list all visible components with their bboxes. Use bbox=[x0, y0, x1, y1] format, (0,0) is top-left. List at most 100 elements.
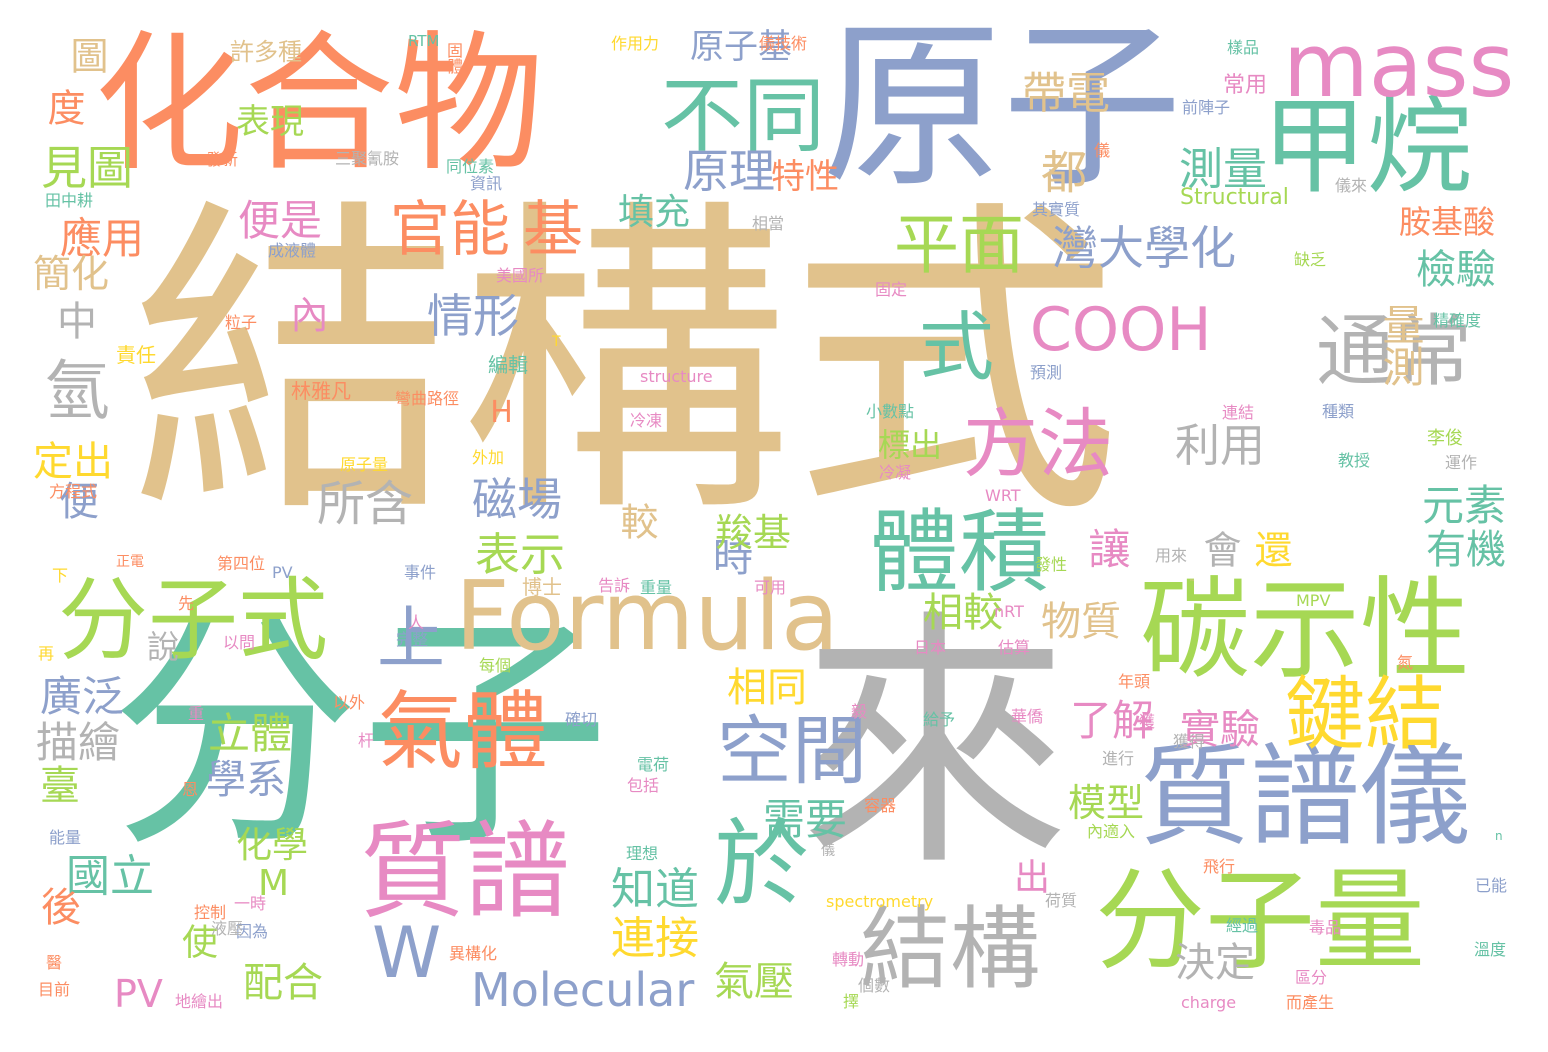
word-123: 林雅凡 bbox=[291, 379, 351, 403]
word-76: 出 bbox=[1008, 858, 1049, 894]
word-48: 相同 bbox=[727, 665, 807, 711]
word-nrt: nRT bbox=[994, 602, 1024, 621]
word-168: 杆 bbox=[358, 731, 375, 750]
word-151: 人 bbox=[408, 613, 425, 632]
word-54: 知道 bbox=[611, 864, 699, 915]
word-53: 需要 bbox=[763, 795, 848, 844]
word-4: 化合物 bbox=[94, 18, 545, 192]
word-structural: Structural bbox=[1180, 185, 1289, 210]
word-100: 常用 bbox=[1223, 73, 1268, 98]
word-174: 內適入 bbox=[1087, 822, 1136, 841]
word-7: 分子量 bbox=[1095, 857, 1425, 985]
word-163: 毅 bbox=[851, 702, 868, 721]
word-180: 飛行 bbox=[1203, 857, 1236, 876]
word-mass: mass bbox=[1283, 14, 1515, 117]
word-120: 編輯 bbox=[488, 353, 528, 377]
word-81: 定出 bbox=[33, 439, 113, 485]
word-15: 體積 bbox=[869, 500, 1049, 605]
word-129: 李俊 bbox=[1427, 428, 1463, 449]
word-14: 於 bbox=[714, 810, 810, 920]
word-63: 時 bbox=[713, 535, 753, 581]
word-135: 方程式 bbox=[49, 482, 98, 501]
word-130: 原子量 bbox=[340, 455, 389, 474]
word-105: 資訊 bbox=[470, 174, 503, 193]
word-79: 說 bbox=[142, 630, 180, 662]
word-pv: PV bbox=[114, 972, 163, 1016]
word-31: 帶電 bbox=[1022, 68, 1110, 119]
word-27: 氫 bbox=[33, 356, 108, 421]
word-177: 理想 bbox=[626, 844, 659, 863]
word-40: 磁場 bbox=[472, 473, 563, 526]
word-170: 包括 bbox=[627, 776, 660, 795]
word-184: 因為 bbox=[236, 922, 269, 941]
word-12: 分子式 bbox=[58, 568, 328, 673]
word-56: 國立 bbox=[66, 851, 154, 902]
word-162: 確切 bbox=[565, 710, 598, 729]
word-formula: Formula bbox=[455, 562, 840, 672]
word-137: 第四位 bbox=[217, 554, 266, 573]
word-156: 氮 bbox=[1397, 653, 1414, 672]
word-185: 液壓 bbox=[211, 919, 244, 938]
word-n: n bbox=[1495, 829, 1503, 843]
word-mpv: MPV bbox=[1296, 591, 1331, 610]
word-49: 立體 bbox=[208, 709, 293, 758]
word-101: 前陣子 bbox=[1182, 98, 1231, 117]
word-rtm: RTM bbox=[408, 32, 440, 50]
word-133: 教授 bbox=[1338, 451, 1371, 470]
word-spectrometry: spectrometry bbox=[826, 892, 934, 911]
word-35: 灣大學化 bbox=[1052, 221, 1236, 275]
word-119: 責任 bbox=[116, 343, 156, 367]
word-41: 表示 bbox=[475, 528, 566, 581]
word-67: 還 bbox=[1248, 530, 1292, 568]
word-77: 後 bbox=[34, 886, 80, 926]
word-65: 較 bbox=[614, 502, 658, 540]
word-188: 毒品 bbox=[1309, 918, 1342, 937]
word-167: 獲得 bbox=[1173, 732, 1206, 751]
word-72: 化學 bbox=[236, 825, 309, 866]
word-8: 質譜 bbox=[360, 811, 571, 933]
word-154: 日本 bbox=[914, 638, 947, 657]
word-171: 進行 bbox=[1102, 749, 1135, 768]
word-196: 地繪出 bbox=[175, 992, 224, 1011]
word-146: 可用 bbox=[754, 578, 787, 597]
word-178: 儀 bbox=[821, 843, 835, 859]
word-114: 缺乏 bbox=[1294, 250, 1327, 269]
word-70: 氣壓 bbox=[714, 959, 794, 1005]
word-106: 儀 bbox=[1094, 141, 1111, 160]
word-125: 小數點 bbox=[866, 402, 915, 421]
word-195: 目前 bbox=[38, 980, 71, 999]
word-194: 區分 bbox=[1295, 968, 1328, 987]
word-78: 臺 bbox=[33, 764, 79, 804]
word-93: 標出 bbox=[878, 426, 943, 464]
word-80: 便 bbox=[52, 480, 98, 520]
word-58: 實驗 bbox=[1180, 707, 1260, 753]
word-43: 利用 bbox=[1175, 419, 1266, 472]
word-69: 模型 bbox=[1068, 781, 1145, 825]
word-127: 種類 bbox=[1322, 402, 1355, 421]
word-59: 了解 bbox=[1070, 696, 1155, 745]
word-197: 擇 bbox=[843, 992, 860, 1011]
word-37: 情形 bbox=[427, 289, 519, 343]
word-cooh: COOH bbox=[1030, 295, 1212, 365]
word-160: 以外 bbox=[333, 693, 366, 712]
word-61: 物質 bbox=[1041, 599, 1121, 645]
word-38: 應用 bbox=[60, 214, 145, 263]
word-161: 重 bbox=[188, 704, 205, 723]
word-71: 配合 bbox=[243, 960, 323, 1006]
word-90: 特性 bbox=[771, 157, 839, 197]
word-structure: structure bbox=[640, 367, 713, 386]
word-109: 其實質 bbox=[1032, 200, 1081, 219]
word-18: 氣體 bbox=[378, 683, 549, 782]
word-107: 儀來 bbox=[1335, 176, 1368, 195]
word-191: 異構化 bbox=[449, 944, 498, 963]
word-199: 而產生 bbox=[1286, 993, 1335, 1012]
word-122: 預測 bbox=[1030, 363, 1063, 382]
word-192: 轉動 bbox=[832, 950, 865, 969]
word-169: 電荷 bbox=[637, 755, 670, 774]
word-143: 事件 bbox=[404, 563, 437, 582]
word-82: 中 bbox=[50, 300, 96, 340]
word-112: 成液體 bbox=[268, 241, 317, 260]
word-wrt: WRT bbox=[985, 486, 1021, 505]
word-60: 讓 bbox=[1082, 527, 1131, 569]
word-140: 用來 bbox=[1155, 546, 1188, 565]
